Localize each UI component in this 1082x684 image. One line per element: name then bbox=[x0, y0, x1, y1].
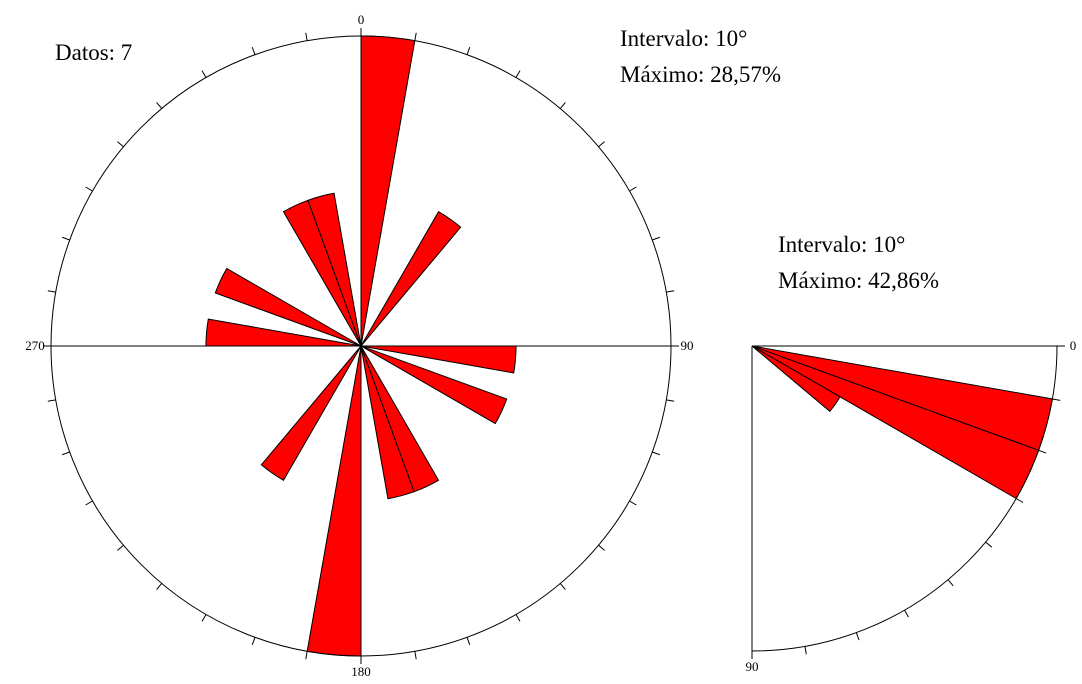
rose-wedge bbox=[751, 345, 1040, 500]
theta-tick bbox=[62, 236, 70, 241]
theta-tick-label: 90 bbox=[681, 338, 694, 353]
theta-tick bbox=[305, 651, 308, 660]
theta-tick bbox=[515, 70, 521, 78]
theta-tick bbox=[629, 500, 637, 506]
theta-tick bbox=[251, 637, 256, 645]
rose-wedge bbox=[360, 211, 462, 347]
theta-tick bbox=[85, 186, 93, 192]
theta-tick bbox=[156, 583, 163, 590]
max-label: Máximo: 28,57% bbox=[620, 62, 781, 87]
theta-tick bbox=[47, 399, 56, 402]
theta-tick bbox=[1015, 498, 1024, 503]
theta-tick-label: 0 bbox=[1070, 338, 1077, 353]
theta-tick bbox=[1052, 398, 1061, 401]
theta-tick bbox=[666, 290, 675, 293]
theta-tick bbox=[629, 186, 637, 192]
theta-tick bbox=[47, 290, 56, 293]
rose-wedge bbox=[751, 345, 1053, 451]
theta-tick bbox=[904, 609, 909, 618]
theta-tick bbox=[117, 544, 124, 551]
rose-wedge bbox=[751, 345, 841, 413]
theta-tick bbox=[666, 399, 675, 402]
theta-tick bbox=[201, 614, 207, 622]
rose-wedge bbox=[260, 345, 362, 481]
theta-tick bbox=[466, 637, 471, 645]
count-label: Datos: 7 bbox=[55, 40, 132, 65]
theta-tick bbox=[414, 32, 417, 41]
theta-tick bbox=[515, 614, 521, 622]
theta-tick bbox=[855, 632, 860, 641]
theta-tick bbox=[652, 451, 660, 456]
rose-wedge bbox=[307, 192, 362, 347]
theta-tick bbox=[62, 451, 70, 456]
theta-tick bbox=[466, 47, 471, 55]
theta-tick bbox=[652, 236, 660, 241]
rose-wedge bbox=[360, 345, 415, 500]
theta-tick-label: 180 bbox=[351, 664, 371, 679]
theta-tick-label: 90 bbox=[746, 659, 759, 674]
theta-tick bbox=[117, 141, 124, 148]
theta-tick bbox=[414, 651, 417, 660]
interval-label: Intervalo: 10° bbox=[778, 232, 905, 257]
theta-tick bbox=[804, 646, 807, 655]
theta-tick bbox=[1038, 449, 1047, 454]
theta-tick bbox=[201, 70, 207, 78]
theta-tick bbox=[559, 583, 566, 590]
theta-tick bbox=[598, 141, 605, 148]
interval-label: Intervalo: 10° bbox=[620, 26, 747, 51]
rose-wedge bbox=[214, 267, 362, 347]
theta-tick bbox=[305, 32, 308, 41]
rose-wedge bbox=[360, 345, 508, 425]
theta-tick-label: 270 bbox=[25, 338, 45, 353]
max-label: Máximo: 42,86% bbox=[778, 268, 939, 293]
theta-tick bbox=[251, 47, 256, 55]
theta-tick-label: 0 bbox=[358, 12, 365, 27]
theta-tick bbox=[947, 579, 954, 587]
theta-tick bbox=[598, 544, 605, 551]
theta-tick bbox=[85, 500, 93, 506]
theta-tick bbox=[985, 541, 993, 548]
theta-tick bbox=[559, 102, 566, 109]
theta-tick bbox=[156, 102, 163, 109]
